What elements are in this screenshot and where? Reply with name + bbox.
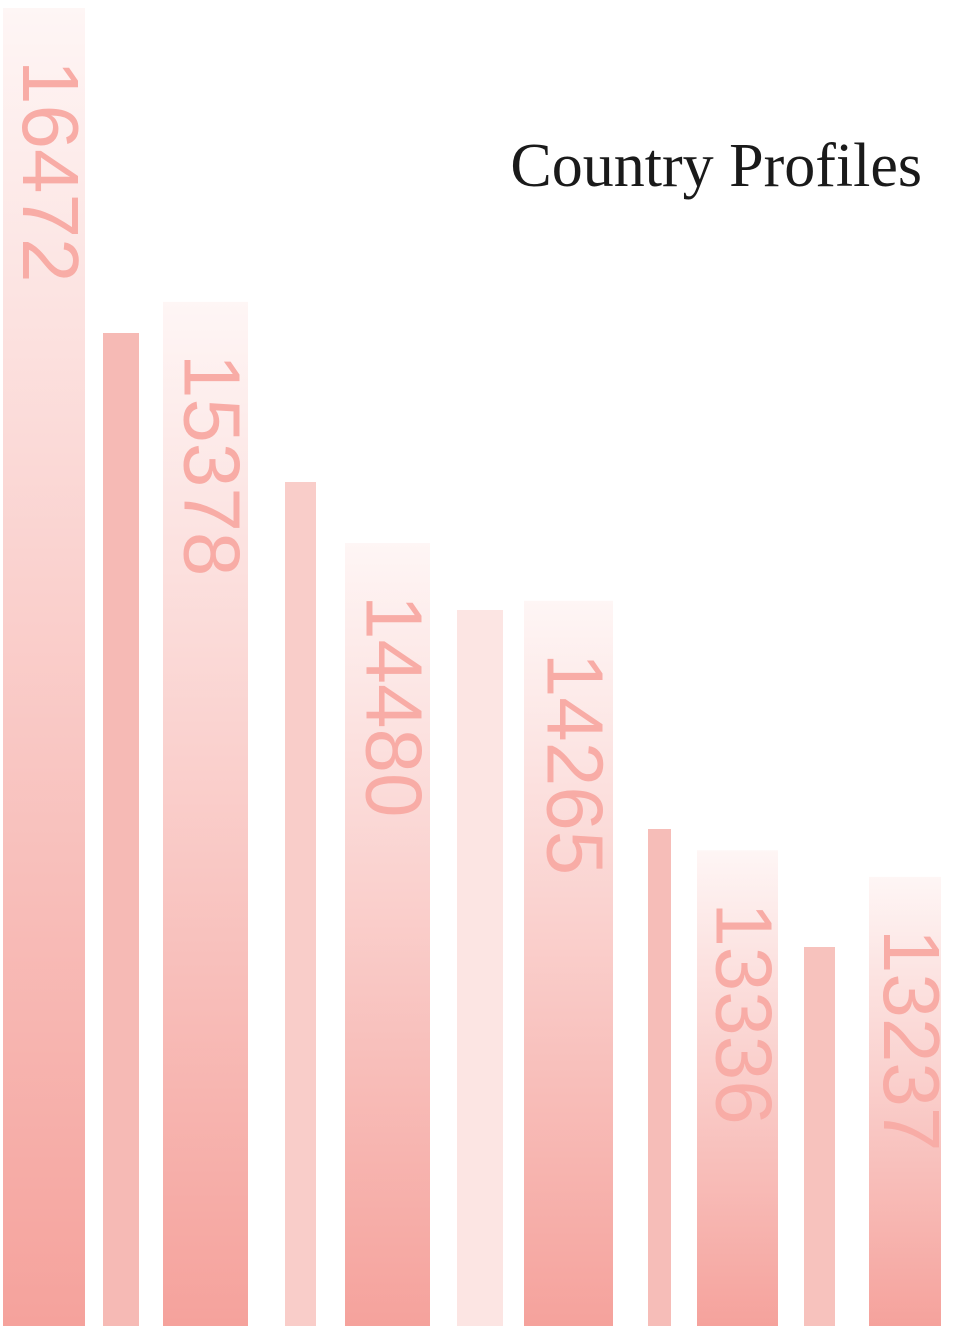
bars: 16472 15378 14480 14265 13336 13237	[3, 8, 956, 1326]
value-label: 13336	[699, 902, 788, 1124]
chart-title: Country Profiles	[510, 132, 922, 200]
bar	[345, 543, 430, 1326]
bar	[163, 301, 248, 1326]
bar	[3, 8, 85, 1326]
bar	[524, 600, 613, 1326]
value-label: 13237	[867, 929, 956, 1151]
bar	[869, 876, 941, 1326]
decor-bar	[285, 482, 316, 1326]
decor-bar	[804, 947, 835, 1326]
decor-bar	[457, 610, 503, 1326]
decor-bar	[648, 829, 671, 1326]
decor-bar	[103, 333, 139, 1326]
decor-bars	[103, 333, 835, 1326]
value-label: 16472	[6, 60, 95, 282]
value-label: 14265	[530, 653, 619, 875]
value-label: 14480	[349, 595, 438, 817]
bar	[697, 850, 778, 1326]
value-label: 15378	[167, 354, 256, 576]
